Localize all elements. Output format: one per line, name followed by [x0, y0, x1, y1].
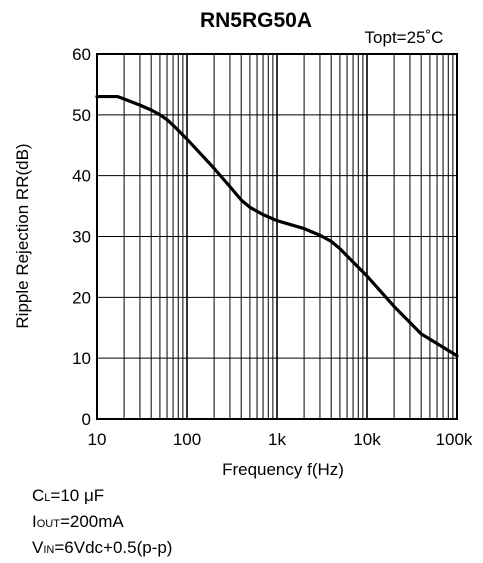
x-tick-label: 10k: [353, 430, 381, 449]
note-load-capacitance: CL=10 μF: [32, 486, 104, 505]
x-tick-labels: 10 100 1k 10k 100k: [88, 430, 473, 449]
chart-title: RN5RG50A: [200, 9, 312, 32]
x-axis-label: Frequency f(Hz): [222, 460, 344, 479]
y-tick-labels: 0 10 20 30 40 50 60: [72, 45, 91, 429]
y-tick-label: 20: [72, 288, 91, 307]
x-tick-label: 100: [173, 430, 201, 449]
y-tick-label: 30: [72, 228, 91, 247]
x-tick-label: 100k: [436, 430, 473, 449]
temperature-condition: Topt=25˚C: [365, 28, 444, 47]
note-output-current: IOUT=200mA: [32, 512, 124, 531]
y-axis-label: Ripple Rejection RR(dB): [13, 143, 32, 328]
y-tick-label: 50: [72, 106, 91, 125]
y-tick-label: 60: [72, 45, 91, 64]
y-tick-label: 40: [72, 167, 91, 186]
x-tick-label: 1k: [268, 430, 286, 449]
y-tick-label: 10: [72, 349, 91, 368]
plot-frame: [96, 53, 458, 420]
note-input-voltage: VIN=6Vdc+0.5(p-p): [32, 538, 172, 557]
y-tick-label: 0: [82, 410, 91, 429]
ripple-rejection-curve: [95, 94, 459, 358]
x-tick-label: 10: [88, 430, 107, 449]
